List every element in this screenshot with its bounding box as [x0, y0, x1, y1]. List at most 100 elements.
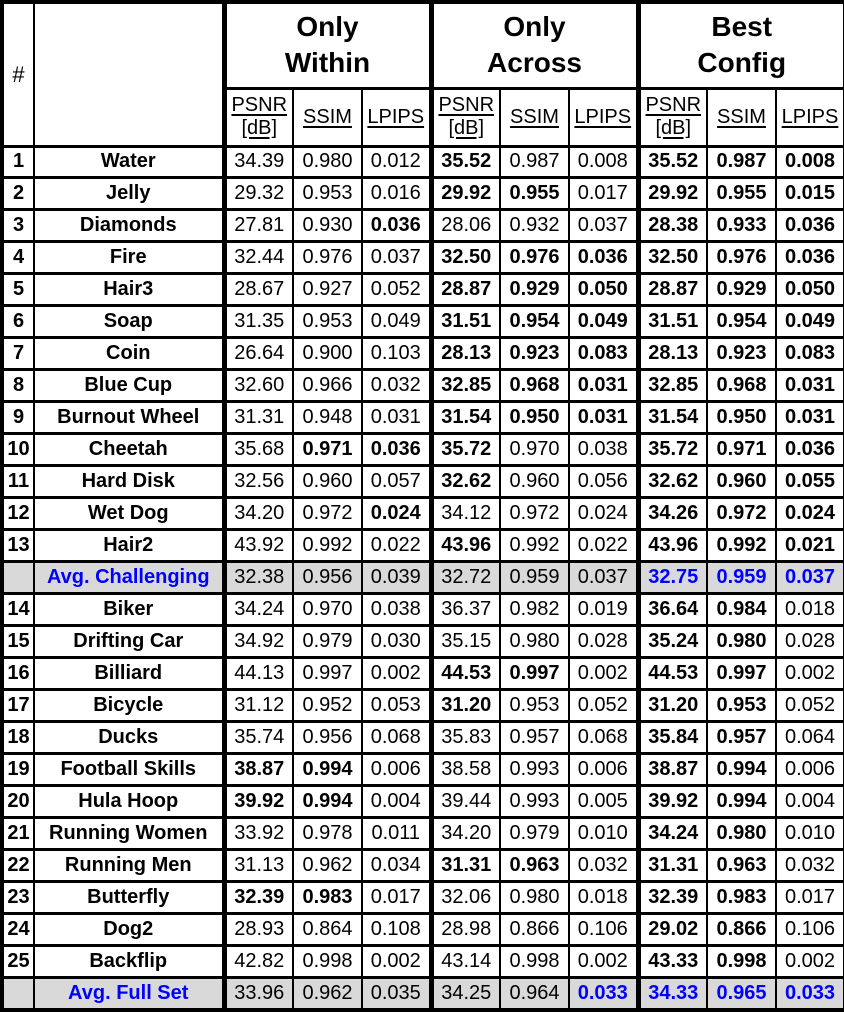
metric-value-cell: 0.963: [499, 847, 570, 883]
metric-header-label: PSNR [dB]: [645, 94, 702, 139]
metric-value-cell: 0.024: [568, 496, 639, 532]
row-number-cell: 19: [1, 751, 35, 787]
metric-value-cell: 0.005: [568, 783, 639, 819]
metric-value-cell: 0.976: [706, 240, 777, 276]
metric-value-cell: 0.037: [361, 240, 432, 276]
group-header-row: # Only Within Only Across Best Config: [1, 0, 844, 148]
metric-value-cell: 36.37: [428, 592, 501, 628]
scene-name-cell: Avg. Challenging: [33, 560, 225, 596]
scene-name-column-header: [33, 0, 225, 148]
metric-value-cell: 0.900: [292, 336, 363, 372]
row-number-cell: 3: [1, 208, 35, 244]
metric-value-cell: 44.53: [428, 656, 501, 691]
metric-value-cell: 32.56: [221, 464, 294, 500]
scene-name-cell: Blue Cup: [33, 368, 225, 404]
metric-value-cell: 38.58: [428, 751, 501, 787]
metric-value-cell: 0.032: [568, 847, 639, 883]
metric-value-cell: 26.64: [221, 336, 294, 372]
metric-value-cell: 0.929: [706, 272, 777, 308]
metric-value-cell: 0.955: [706, 176, 777, 212]
scene-name-cell: Hair3: [33, 272, 225, 308]
metric-value-cell: 0.035: [361, 975, 432, 1012]
metric-value-cell: 31.54: [428, 400, 501, 436]
metric-header-label: LPIPS: [367, 105, 425, 128]
metric-value-cell: 0.970: [499, 432, 570, 468]
metric-value-cell: 0.010: [775, 815, 844, 851]
metric-value-cell: 0.028: [775, 624, 844, 659]
metric-value-cell: 0.017: [568, 176, 639, 212]
metric-value-cell: 0.932: [499, 208, 570, 244]
metric-value-cell: 0.052: [775, 687, 844, 723]
metric-value-cell: 0.968: [499, 368, 570, 404]
metric-value-cell: 0.038: [361, 592, 432, 628]
metric-value-cell: 32.60: [221, 368, 294, 404]
metric-value-cell: 32.50: [635, 240, 708, 276]
metric-value-cell: 0.024: [361, 496, 432, 532]
metric-value-cell: 0.930: [292, 208, 363, 244]
metric-value-cell: 0.031: [568, 400, 639, 436]
metric-value-cell: 0.980: [499, 624, 570, 659]
metric-value-cell: 38.87: [221, 751, 294, 787]
metric-value-cell: 0.956: [292, 560, 363, 596]
scene-name-cell: Cheetah: [33, 432, 225, 468]
metric-value-cell: 0.980: [706, 624, 777, 659]
metric-value-cell: 0.992: [292, 528, 363, 564]
metric-value-cell: 0.965: [706, 975, 777, 1012]
metric-value-cell: 31.51: [635, 304, 708, 340]
metric-value-cell: 31.12: [221, 687, 294, 723]
metric-value-cell: 0.960: [499, 464, 570, 500]
metric-value-cell: 0.002: [568, 943, 639, 979]
metric-value-cell: 0.997: [499, 656, 570, 691]
metric-value-cell: 0.960: [706, 464, 777, 500]
metric-value-cell: 0.002: [568, 656, 639, 691]
metric-value-cell: 0.962: [292, 847, 363, 883]
metric-value-cell: 0.997: [706, 656, 777, 691]
metric-value-cell: 35.72: [428, 432, 501, 468]
metric-header-lpips: LPIPS: [361, 86, 432, 148]
metric-value-cell: 0.954: [499, 304, 570, 340]
metric-value-cell: 34.33: [635, 975, 708, 1012]
metric-value-cell: 31.31: [221, 400, 294, 436]
metric-value-cell: 0.024: [775, 496, 844, 532]
metric-value-cell: 0.978: [292, 815, 363, 851]
metric-value-cell: 0.021: [775, 528, 844, 564]
table-body: 1 Water 34.39 0.980 0.012 35.52 0.987 0.008 35.5…: [1, 144, 844, 1012]
metric-value-cell: 0.994: [292, 783, 363, 819]
metric-header-psnr: PSNR [dB]: [221, 86, 294, 148]
scene-name-cell: Hair2: [33, 528, 225, 564]
metric-header-ssim: SSIM: [499, 86, 570, 148]
metric-value-cell: 0.004: [775, 783, 844, 819]
metric-value-cell: 0.049: [775, 304, 844, 340]
row-number-cell: 11: [1, 464, 35, 500]
metric-value-cell: 0.923: [706, 336, 777, 372]
metric-value-cell: 0.970: [292, 592, 363, 628]
metric-value-cell: 0.083: [568, 336, 639, 372]
metric-value-cell: 0.012: [361, 144, 432, 180]
table-header: # Only Within Only Across Best Config PSNR [dB…: [1, 0, 844, 148]
metric-value-cell: 28.67: [221, 272, 294, 308]
metric-value-cell: 0.992: [706, 528, 777, 564]
scene-row: 11 Hard Disk 32.56 0.960 0.057 32.62 0.960 0.05…: [1, 464, 844, 500]
metric-header-label: LPIPS: [574, 105, 632, 128]
metric-value-cell: 0.950: [499, 400, 570, 436]
scene-name-cell: Diamonds: [33, 208, 225, 244]
scene-name-cell: Bicycle: [33, 687, 225, 723]
metric-value-cell: 34.39: [221, 144, 294, 180]
metric-value-cell: 0.032: [775, 847, 844, 883]
metric-value-cell: 32.39: [221, 879, 294, 915]
metric-value-cell: 34.24: [221, 592, 294, 628]
row-number-cell: 9: [1, 400, 35, 436]
group-header-best-config: Best Config: [635, 0, 844, 90]
metric-value-cell: 0.053: [361, 687, 432, 723]
metric-value-cell: 0.022: [568, 528, 639, 564]
metric-value-cell: 0.036: [775, 240, 844, 276]
scene-row: 17 Bicycle 31.12 0.952 0.053 31.20 0.953 0.052 3…: [1, 687, 844, 723]
metric-value-cell: 0.006: [775, 751, 844, 787]
metric-value-cell: 0.998: [499, 943, 570, 979]
metric-value-cell: 0.993: [499, 783, 570, 819]
scene-row: 22 Running Men 31.13 0.962 0.034 31.31 0.963 0.…: [1, 847, 844, 883]
metric-value-cell: 0.994: [706, 783, 777, 819]
metric-header-ssim: SSIM: [706, 86, 777, 148]
metric-header-label: SSIM: [717, 105, 766, 128]
